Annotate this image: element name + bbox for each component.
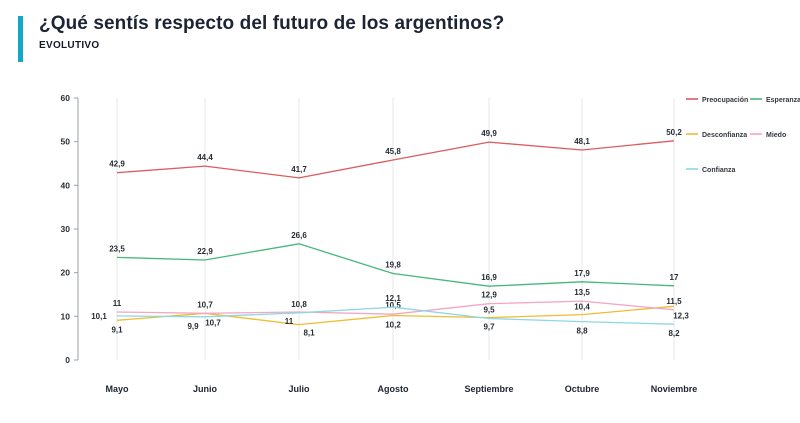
series-line-confianza bbox=[116, 306, 675, 325]
legend-label-desconfianza: Desconfianza bbox=[702, 132, 747, 139]
line-chart: Mayo Junio Julio Agosto Septiembre Octubre Nov… bbox=[0, 82, 800, 418]
legend-label-miedo: Miedo bbox=[766, 132, 786, 139]
point-label-confianza: 9,5 bbox=[483, 306, 495, 315]
x-axis-label: Junio bbox=[193, 384, 218, 394]
page-title: ¿Qué sentís respecto del futuro de los a… bbox=[39, 13, 505, 34]
x-axis-label: Octubre bbox=[565, 384, 600, 394]
x-axis-label: Mayo bbox=[105, 384, 129, 394]
point-label-desconfianza: 10,2 bbox=[385, 320, 401, 329]
point-label-confianza: 10,1 bbox=[91, 312, 107, 321]
point-label-miedo: 11 bbox=[113, 299, 122, 308]
point-label-esperanza: 19,8 bbox=[385, 261, 401, 270]
series-line-esperanza bbox=[116, 243, 675, 287]
y-axis-label: 60 bbox=[61, 93, 71, 103]
point-label-preocupacion: 45,8 bbox=[385, 147, 401, 156]
point-label-preocupacion: 44,4 bbox=[197, 153, 213, 162]
y-axis-label: 40 bbox=[61, 180, 71, 190]
point-label-desconfianza: 10,7 bbox=[205, 318, 221, 327]
header: ¿Qué sentís respecto del futuro de los a… bbox=[0, 0, 800, 62]
point-label-miedo: 12,9 bbox=[481, 291, 497, 300]
point-label-miedo: 10,5 bbox=[385, 301, 401, 310]
point-label-esperanza: 23,5 bbox=[109, 244, 125, 253]
series-line-preocupacion bbox=[116, 140, 675, 179]
title-accent-bar bbox=[18, 16, 23, 62]
point-label-desconfianza: 8,1 bbox=[303, 329, 315, 338]
y-axis-label: 30 bbox=[61, 224, 71, 234]
point-label-miedo: 11 bbox=[285, 317, 294, 326]
y-axis-label: 50 bbox=[61, 137, 71, 147]
point-label-desconfianza: 9,1 bbox=[111, 325, 123, 334]
point-label-confianza: 8,2 bbox=[668, 329, 680, 338]
legend-item-desconfianza: Desconfianza bbox=[686, 132, 747, 139]
x-axis-label: Septiembre bbox=[464, 384, 513, 394]
x-axis-label: Julio bbox=[288, 384, 310, 394]
legend-item-esperanza: Esperanza bbox=[750, 97, 800, 104]
legend-item-confianza: Confianza bbox=[686, 167, 736, 174]
y-axis-label: 0 bbox=[65, 355, 70, 365]
point-label-preocupacion: 48,1 bbox=[574, 137, 590, 146]
point-label-preocupacion: 41,7 bbox=[291, 165, 307, 174]
legend-item-preocupacion: Preocupación bbox=[686, 97, 748, 104]
x-axis-label: Agosto bbox=[378, 384, 409, 394]
point-label-miedo: 11,5 bbox=[666, 297, 682, 306]
point-label-esperanza: 22,9 bbox=[197, 247, 213, 256]
point-label-desconfianza: 9,7 bbox=[483, 323, 495, 332]
point-label-confianza: 9,9 bbox=[187, 322, 199, 331]
y-axis-label: 20 bbox=[61, 268, 71, 278]
chart-svg: Mayo Junio Julio Agosto Septiembre Octubre Nov… bbox=[61, 93, 800, 394]
point-label-preocupacion: 42,9 bbox=[109, 160, 125, 169]
point-label-confianza: 10,8 bbox=[291, 300, 307, 309]
x-axis-label: Noviembre bbox=[651, 384, 698, 394]
legend-label-confianza: Confianza bbox=[702, 167, 736, 174]
point-label-miedo: 10,7 bbox=[197, 300, 213, 309]
point-label-esperanza: 16,9 bbox=[481, 273, 497, 282]
point-label-confianza: 8,8 bbox=[576, 327, 588, 336]
legend-item-miedo: Miedo bbox=[750, 132, 786, 139]
series-line-miedo bbox=[116, 300, 675, 315]
point-label-confianza: 12,1 bbox=[385, 294, 401, 303]
y-axis-label: 10 bbox=[61, 311, 71, 321]
point-label-esperanza: 26,6 bbox=[291, 231, 307, 240]
page-subtitle: EVOLUTIVO bbox=[39, 40, 100, 51]
legend-label-esperanza: Esperanza bbox=[766, 97, 800, 104]
point-label-preocupacion: 49,9 bbox=[481, 129, 497, 138]
point-label-esperanza: 17,9 bbox=[574, 269, 590, 278]
point-label-desconfianza: 10,4 bbox=[574, 303, 590, 312]
point-label-esperanza: 17 bbox=[670, 273, 679, 282]
point-label-desconfianza: 12,3 bbox=[673, 311, 689, 320]
title-block: ¿Qué sentís respecto del futuro de los a… bbox=[39, 13, 504, 51]
legend-label-preocupacion: Preocupación bbox=[702, 97, 748, 104]
point-label-miedo: 13,5 bbox=[574, 288, 590, 297]
point-label-preocupacion: 50,2 bbox=[666, 128, 682, 137]
